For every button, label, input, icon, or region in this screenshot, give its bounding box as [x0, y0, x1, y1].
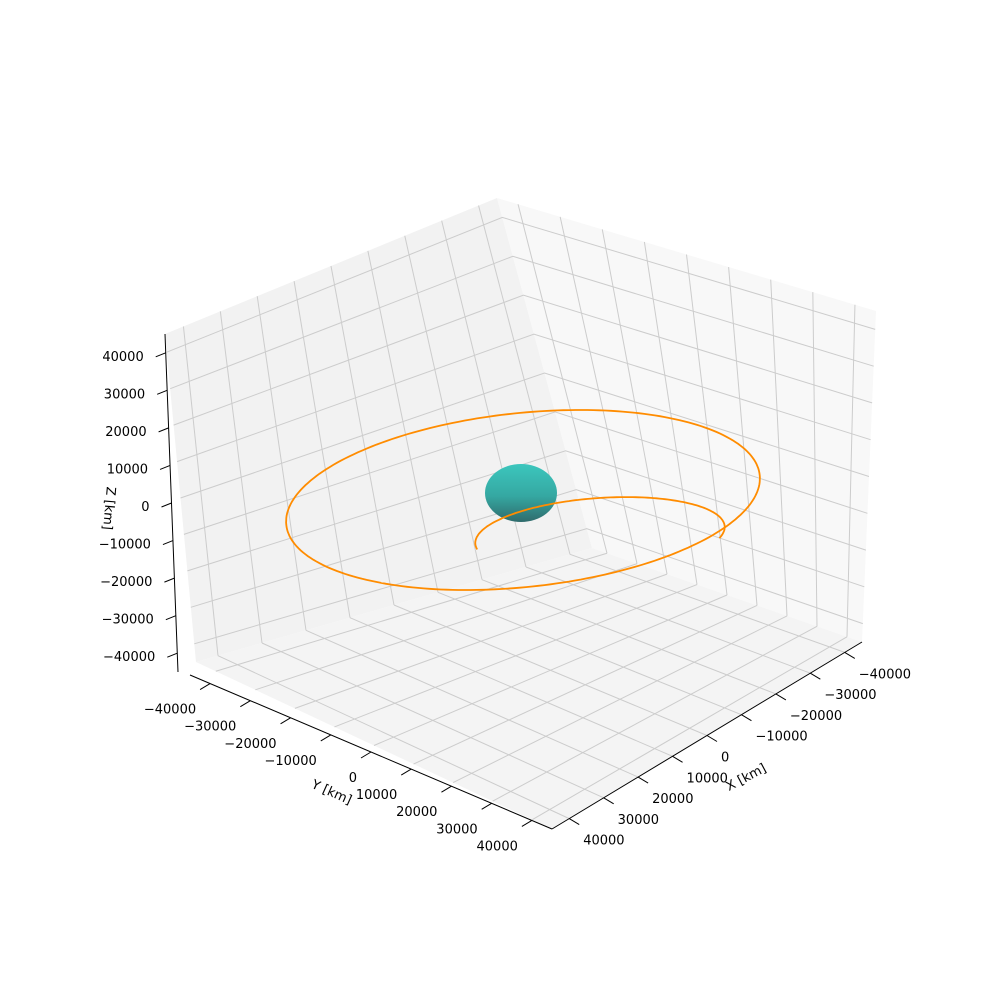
- grid-line-z-walls: [190, 489, 865, 608]
- grid-line-z-walls: [166, 216, 876, 353]
- z-tick-mark: [159, 464, 171, 470]
- y-tick-mark: [481, 802, 492, 810]
- y-tick-label: 40000: [477, 839, 518, 854]
- x-tick-mark: [810, 672, 821, 680]
- orbit-line-inner: [474, 496, 726, 550]
- grid-line-z-walls: [173, 294, 873, 426]
- grid-lines: [166, 204, 876, 821]
- grid-line-x-floor: [481, 579, 777, 695]
- y-tick-mark: [280, 717, 291, 725]
- z-tick-label: −10000: [99, 538, 151, 553]
- y-tick-label: −20000: [224, 737, 276, 752]
- z-tick-label: −20000: [100, 575, 152, 590]
- z-tick-label: 10000: [107, 462, 148, 477]
- z-tick-label: 0: [141, 500, 149, 515]
- y-axis-label: Y [km]: [308, 777, 354, 808]
- x-tick-label: 20000: [652, 792, 693, 807]
- grid-line-x-floor: [525, 566, 811, 674]
- grid-line-z-walls: [183, 411, 868, 535]
- z-tick-mark: [161, 502, 172, 508]
- z-tick-label: −40000: [103, 650, 155, 665]
- tick-labels: −40000 −30000 −20000 −10000 0 10000 20000 30000…: [99, 350, 911, 855]
- x-tick-mark: [741, 714, 752, 722]
- grid-line-z-walls: [194, 528, 863, 645]
- y-tick-mark: [240, 700, 251, 708]
- y-tick-mark: [441, 785, 452, 793]
- x-tick-label: −20000: [790, 709, 842, 724]
- z-tick-mark: [158, 427, 169, 433]
- z-tick-label: 20000: [105, 425, 146, 440]
- grid-line-x-floor: [569, 553, 845, 653]
- grid-line-x-floor: [349, 617, 673, 757]
- pane-right-wall: [497, 198, 876, 642]
- grid-line-x-floor: [261, 642, 604, 799]
- x-tick-mark: [706, 735, 718, 742]
- orbit-line: [285, 409, 761, 591]
- y-tick-label: −30000: [184, 720, 236, 735]
- z-tick-label: −30000: [102, 613, 154, 628]
- y-tick-label: 30000: [436, 822, 477, 837]
- x-tick-label: −10000: [755, 730, 807, 745]
- y-tick-mark: [400, 768, 412, 776]
- earth-sphere-shape: [485, 464, 557, 522]
- z-tick-label: 40000: [102, 350, 143, 365]
- grid-line-z-walls: [176, 333, 871, 463]
- x-tick-label: −30000: [824, 688, 876, 703]
- z-tick-mark: [167, 652, 178, 658]
- x-tick-mark: [568, 818, 580, 826]
- x-tick-label: 10000: [687, 771, 728, 786]
- x-tick-mark: [672, 755, 683, 763]
- y-tick-label: 10000: [356, 788, 397, 803]
- x-tick-label: 0: [721, 751, 729, 766]
- x-tick-mark: [637, 776, 649, 784]
- x-axis-label: X [km]: [724, 761, 769, 795]
- y-tick-label: 20000: [396, 805, 437, 820]
- orbit-series: [285, 409, 761, 591]
- y-tick-mark: [320, 734, 332, 742]
- grid-line-x-floor: [437, 591, 742, 716]
- y-tick-mark: [199, 683, 211, 690]
- y-tick-label: 0: [349, 771, 357, 786]
- z-tick-mark: [155, 352, 166, 358]
- y-tick-mark: [360, 751, 372, 759]
- z-axis-label: Z [km]: [99, 486, 118, 531]
- x-tick-label: 40000: [583, 834, 624, 849]
- y-tick-label: −10000: [265, 754, 317, 769]
- x-tick-mark: [775, 693, 787, 701]
- y-tick-label: −40000: [144, 703, 196, 718]
- grid-line-x-floor: [217, 655, 570, 820]
- z-tick-mark: [165, 615, 177, 621]
- z-tick-mark: [162, 540, 174, 546]
- grid-line-x-floor: [393, 604, 708, 736]
- y-tick-mark: [521, 820, 533, 827]
- z-tick-mark: [164, 577, 175, 583]
- grid-line-z-walls: [170, 255, 874, 390]
- grid-line-z-walls: [180, 372, 870, 499]
- x-tick-label: −40000: [859, 667, 911, 682]
- x-tick-label: 30000: [618, 813, 659, 828]
- grid-line-x-floor: [305, 629, 639, 778]
- grid-line-z-walls: [187, 450, 867, 572]
- z-tick-label: 30000: [104, 387, 145, 402]
- earth-sphere: [485, 464, 557, 522]
- z-tick-mark: [156, 389, 168, 395]
- x-tick-mark: [603, 797, 614, 805]
- x-tick-mark: [844, 651, 856, 659]
- pane-floor: [196, 548, 862, 829]
- axis-panes: [165, 198, 876, 829]
